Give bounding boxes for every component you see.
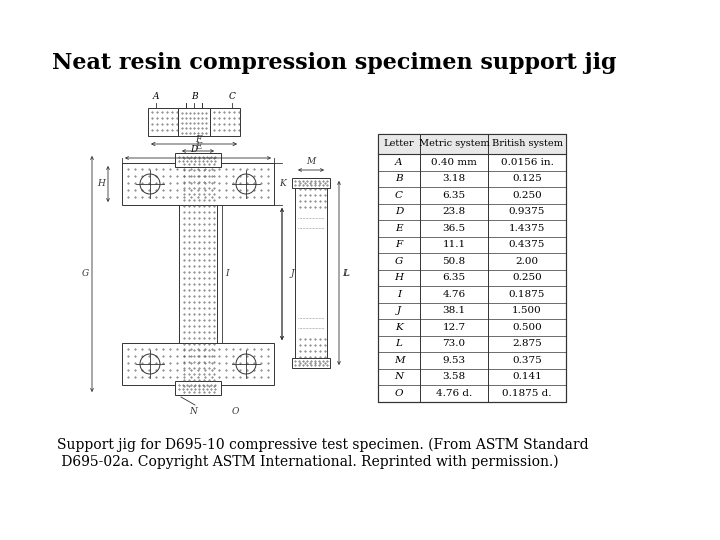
Bar [210, 108, 240, 136]
Text: K: K [279, 179, 286, 188]
Text: 4.76: 4.76 [442, 290, 466, 299]
Text: 2.00: 2.00 [516, 256, 539, 266]
Text: 0.141: 0.141 [512, 372, 542, 381]
Bar [178, 108, 210, 136]
Bar [179, 153, 217, 395]
Text: Letter: Letter [384, 139, 414, 148]
Text: 0.0156 in.: 0.0156 in. [500, 158, 554, 167]
Text: I: I [397, 290, 401, 299]
Text: M: M [394, 356, 405, 364]
Text: L: L [343, 268, 349, 278]
Text: 1.500: 1.500 [512, 306, 542, 315]
Text: 3.18: 3.18 [442, 174, 466, 183]
Text: Metric system: Metric system [418, 139, 490, 148]
Text: 1.4375: 1.4375 [509, 224, 545, 233]
Bar [295, 178, 327, 368]
Text: C: C [395, 191, 403, 200]
Text: N: N [189, 407, 197, 416]
Text: 0.1875: 0.1875 [509, 290, 545, 299]
Text: British system: British system [492, 139, 562, 148]
Text: 4.76 d.: 4.76 d. [436, 389, 472, 398]
Text: 0.4375: 0.4375 [509, 240, 545, 249]
Text: 12.7: 12.7 [442, 323, 466, 332]
Bar [148, 108, 178, 136]
Bar [292, 358, 330, 368]
Text: 0.500: 0.500 [512, 323, 542, 332]
Text: 0.375: 0.375 [512, 356, 542, 364]
Text: L: L [395, 339, 402, 348]
Text: 0.125: 0.125 [512, 174, 542, 183]
Text: Support jig for D695-10 compressive test specimen. (From ASTM Standard
 D695-02a: Support jig for D695-10 compressive test… [57, 438, 589, 469]
Text: B: B [395, 174, 402, 183]
Text: 9.53: 9.53 [442, 356, 466, 364]
Text: Neat resin compression specimen support jig: Neat resin compression specimen support … [52, 52, 616, 74]
Text: B: B [191, 92, 197, 101]
Text: M: M [307, 157, 315, 166]
Text: 23.8: 23.8 [442, 207, 466, 216]
Bar [175, 381, 221, 395]
Text: 50.8: 50.8 [442, 256, 466, 266]
Text: D: D [395, 207, 403, 216]
Text: O: O [231, 407, 239, 416]
Text: O: O [395, 389, 403, 398]
Text: 36.5: 36.5 [442, 224, 466, 233]
Text: 73.0: 73.0 [442, 339, 466, 348]
Text: 6.35: 6.35 [442, 273, 466, 282]
Bar [378, 134, 566, 402]
Text: G: G [395, 256, 403, 266]
Text: I: I [225, 269, 228, 279]
Text: J: J [397, 306, 401, 315]
Text: 0.250: 0.250 [512, 191, 542, 200]
Text: E: E [194, 142, 202, 151]
Text: A: A [153, 92, 159, 101]
Text: A: A [395, 158, 402, 167]
Bar [175, 153, 221, 167]
Text: L: L [342, 268, 348, 278]
Text: 2.875: 2.875 [512, 339, 542, 348]
Text: 38.1: 38.1 [442, 306, 466, 315]
Text: 3.58: 3.58 [442, 372, 466, 381]
Bar [378, 134, 566, 402]
Text: H: H [97, 179, 105, 188]
Bar [292, 178, 330, 188]
Bar [378, 134, 566, 154]
Bar [122, 163, 274, 205]
Text: 0.9375: 0.9375 [509, 207, 545, 216]
Text: G: G [82, 269, 89, 279]
Text: 6.35: 6.35 [442, 191, 466, 200]
Text: K: K [395, 323, 403, 332]
Text: 0.40 mm: 0.40 mm [431, 158, 477, 167]
Text: 0.250: 0.250 [512, 273, 542, 282]
Text: 11.1: 11.1 [442, 240, 466, 249]
Text: H: H [395, 273, 403, 282]
Text: D: D [190, 145, 197, 154]
Bar [122, 343, 274, 385]
Text: J: J [290, 269, 294, 279]
Text: F: F [195, 135, 201, 144]
Text: 0.1875 d.: 0.1875 d. [503, 389, 552, 398]
Text: E: E [395, 224, 402, 233]
Text: F: F [395, 240, 402, 249]
Text: C: C [228, 92, 235, 101]
Text: N: N [395, 372, 404, 381]
